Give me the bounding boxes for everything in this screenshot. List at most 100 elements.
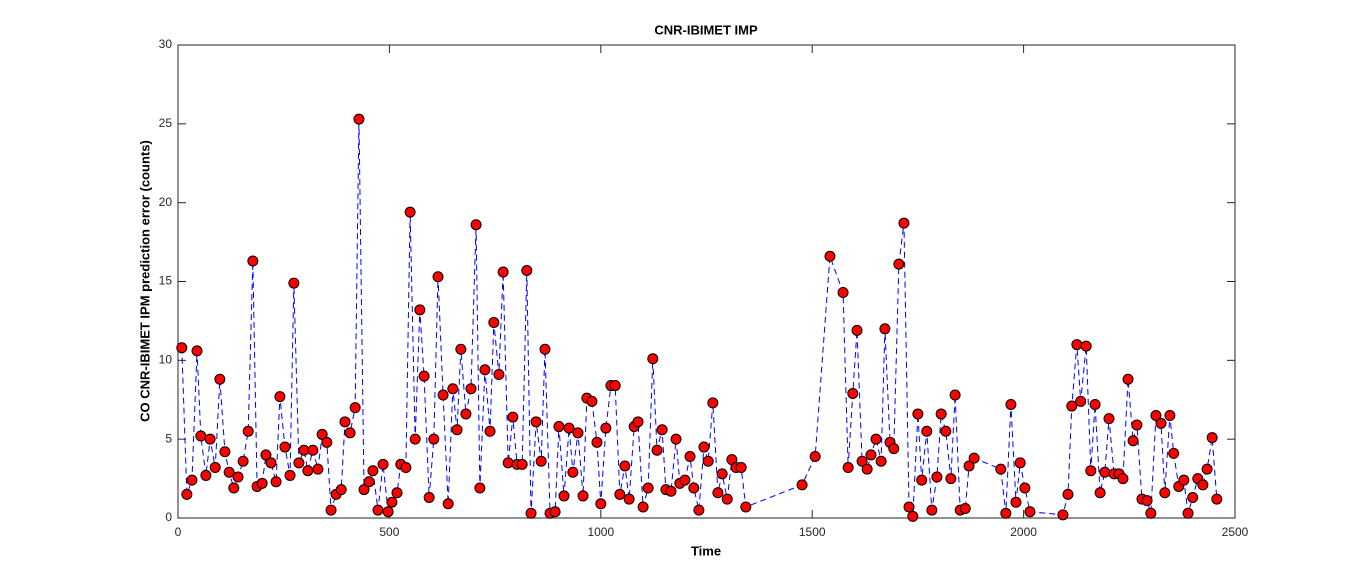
data-point bbox=[935, 408, 947, 420]
data-point bbox=[200, 469, 212, 481]
data-point bbox=[563, 422, 575, 434]
data-point bbox=[516, 458, 528, 470]
data-point bbox=[400, 462, 412, 474]
data-point bbox=[279, 441, 291, 453]
data-point bbox=[1159, 487, 1171, 499]
data-point bbox=[302, 465, 314, 477]
data-point bbox=[926, 504, 938, 516]
data-point bbox=[1141, 495, 1153, 507]
data-point bbox=[595, 498, 607, 510]
data-point bbox=[903, 501, 915, 513]
data-point bbox=[888, 443, 900, 455]
data-point bbox=[1187, 492, 1199, 504]
data-point bbox=[614, 488, 626, 500]
data-point bbox=[879, 323, 891, 335]
data-point bbox=[474, 482, 486, 494]
data-point bbox=[665, 485, 677, 497]
data-point bbox=[288, 277, 300, 289]
data-point bbox=[553, 421, 565, 433]
data-point bbox=[1024, 506, 1036, 518]
data-point bbox=[497, 266, 509, 278]
data-point bbox=[995, 463, 1007, 475]
data-point bbox=[228, 482, 240, 494]
data-point bbox=[735, 462, 747, 474]
data-point bbox=[1103, 413, 1115, 425]
y-tick-label: 25 bbox=[159, 116, 173, 130]
data-point bbox=[912, 408, 924, 420]
data-point bbox=[702, 455, 714, 467]
data-point bbox=[600, 422, 612, 434]
data-point bbox=[940, 425, 952, 437]
data-point bbox=[349, 402, 361, 414]
data-point bbox=[688, 482, 700, 494]
data-line bbox=[181, 119, 1218, 517]
y-tick-label: 0 bbox=[165, 510, 172, 524]
data-point bbox=[647, 353, 659, 365]
data-point bbox=[204, 433, 216, 445]
data-point bbox=[1168, 447, 1180, 459]
data-point bbox=[1000, 507, 1012, 519]
data-point bbox=[484, 425, 496, 437]
data-point bbox=[447, 383, 459, 395]
data-point bbox=[460, 408, 472, 420]
data-point bbox=[693, 504, 705, 516]
data-point bbox=[442, 498, 454, 510]
data-point bbox=[1131, 419, 1143, 431]
data-point bbox=[307, 444, 319, 456]
data-point bbox=[1178, 474, 1190, 486]
data-point bbox=[223, 466, 235, 478]
data-point bbox=[1066, 400, 1078, 412]
data-point bbox=[339, 416, 351, 428]
data-point bbox=[372, 504, 384, 516]
data-point bbox=[670, 433, 682, 445]
data-point bbox=[898, 217, 910, 229]
y-axis-label: CO CNR-IBIMET IPM prediction error (coun… bbox=[137, 140, 152, 422]
data-point bbox=[455, 343, 467, 355]
data-point bbox=[623, 493, 635, 505]
data-point bbox=[242, 425, 254, 437]
data-point bbox=[409, 433, 421, 445]
data-point bbox=[530, 416, 542, 428]
data-point bbox=[386, 496, 398, 508]
data-point bbox=[591, 436, 603, 448]
data-point bbox=[391, 487, 403, 499]
data-point bbox=[893, 258, 905, 270]
data-point bbox=[870, 433, 882, 445]
data-point bbox=[195, 430, 207, 442]
data-point bbox=[451, 424, 463, 436]
data-point bbox=[809, 451, 821, 463]
data-point bbox=[861, 463, 873, 475]
data-point bbox=[535, 455, 547, 467]
data-point bbox=[856, 455, 868, 467]
data-point bbox=[1150, 410, 1162, 422]
data-point bbox=[181, 488, 193, 500]
data-point bbox=[209, 462, 221, 474]
data-point bbox=[237, 455, 249, 467]
data-point bbox=[191, 345, 203, 357]
data-point bbox=[824, 250, 836, 262]
data-point bbox=[293, 457, 305, 469]
data-point bbox=[716, 468, 728, 480]
data-point bbox=[740, 501, 752, 513]
data-point bbox=[1010, 496, 1022, 508]
data-point bbox=[1155, 417, 1167, 429]
data-point bbox=[847, 387, 859, 399]
data-point bbox=[265, 457, 277, 469]
data-point bbox=[1071, 339, 1083, 351]
data-point bbox=[558, 490, 570, 502]
x-tick-label: 500 bbox=[379, 525, 399, 539]
data-point bbox=[176, 342, 188, 354]
data-point bbox=[428, 433, 440, 445]
data-point bbox=[1182, 507, 1194, 519]
data-point bbox=[1211, 493, 1223, 505]
data-point bbox=[1099, 466, 1111, 478]
data-point bbox=[837, 287, 849, 299]
data-point bbox=[260, 449, 272, 461]
y-tick-label: 10 bbox=[159, 353, 173, 367]
data-point bbox=[1094, 487, 1106, 499]
y-tick-label: 20 bbox=[159, 195, 173, 209]
data-point bbox=[1075, 395, 1087, 407]
data-point bbox=[344, 427, 356, 439]
data-point bbox=[321, 436, 333, 448]
